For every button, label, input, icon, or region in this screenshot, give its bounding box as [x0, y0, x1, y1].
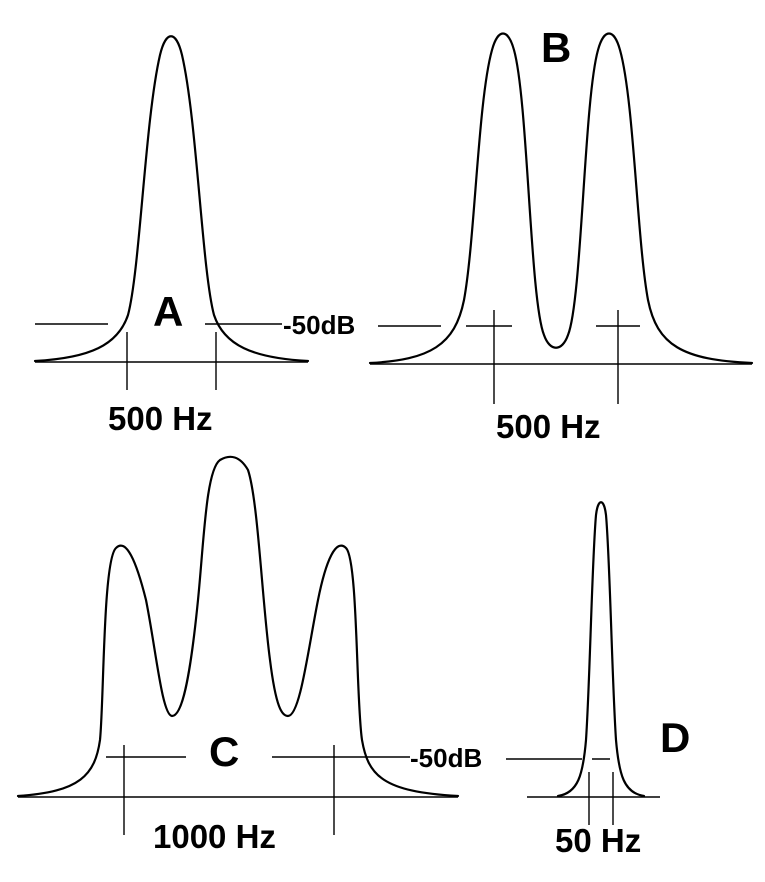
panel-d: D 50 Hz — [506, 501, 690, 859]
level-label-bottom: -50dB — [410, 743, 482, 773]
panel-c: C 1000 Hz — [16, 455, 460, 855]
panel-d-response-curve — [556, 501, 646, 798]
panel-a-response-curve — [33, 35, 310, 363]
panel-c-response-curve — [16, 455, 460, 798]
panel-a-letter: A — [153, 288, 183, 335]
panel-a: A 500 Hz — [33, 35, 310, 437]
panel-c-letter: C — [209, 728, 239, 775]
panel-d-width-label: 50 Hz — [555, 822, 641, 859]
panel-b-width-label: 500 Hz — [496, 408, 601, 445]
panel-a-width-label: 500 Hz — [108, 400, 213, 437]
panel-b: B 500 Hz — [368, 24, 754, 445]
panel-b-letter: B — [541, 24, 571, 71]
panel-d-letter: D — [660, 714, 690, 761]
panel-c-width-label: 1000 Hz — [153, 818, 276, 855]
panel-b-response-curve — [368, 32, 754, 365]
level-label-top: -50dB — [283, 310, 355, 340]
